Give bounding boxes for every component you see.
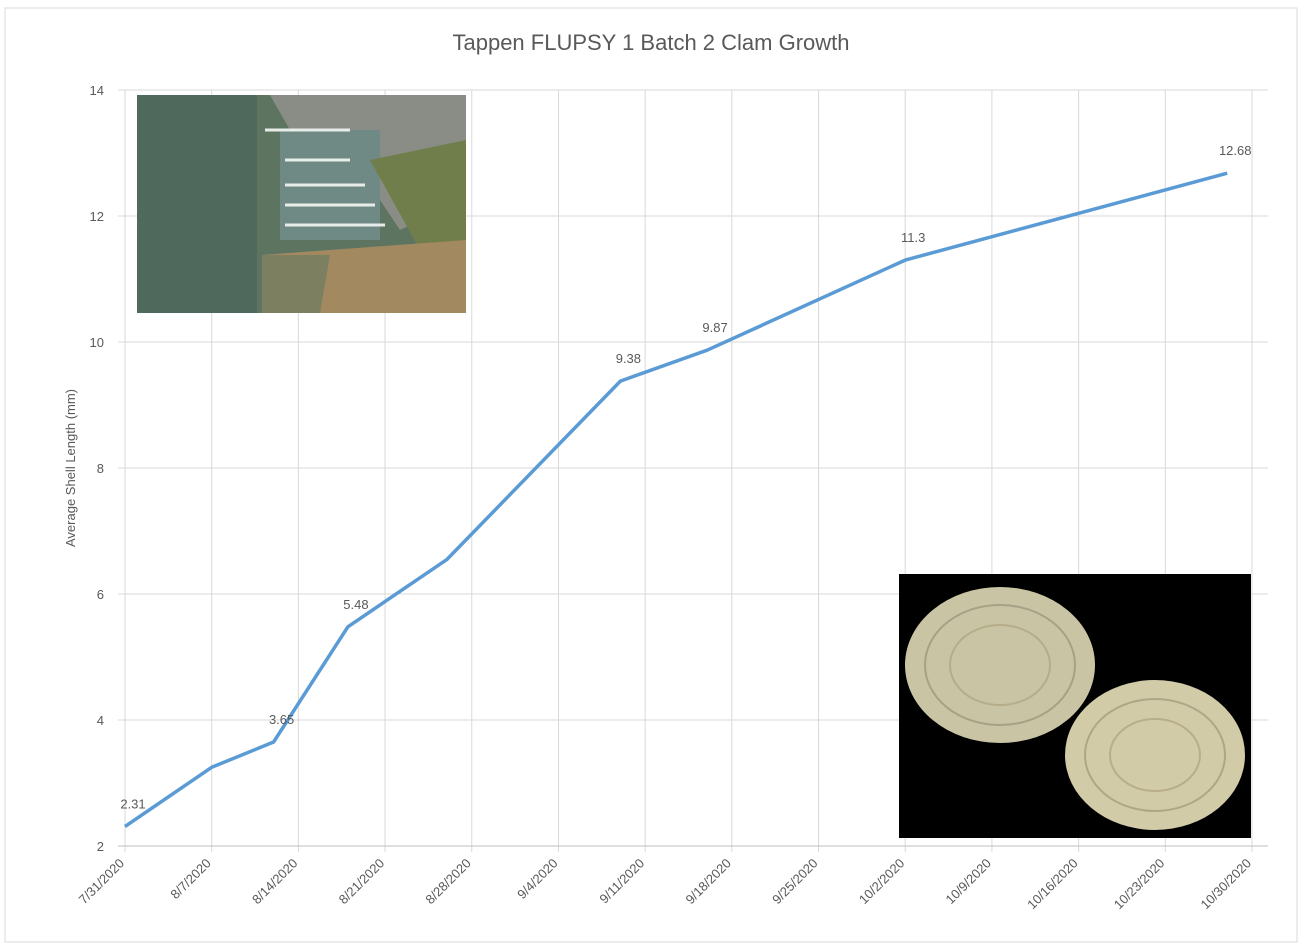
y-tick-label: 2 [97,839,104,854]
y-tick-label: 6 [97,587,104,602]
data-label: 11.3 [901,230,925,245]
data-line [124,171,1228,828]
y-tick-label: 12 [90,209,104,224]
clam-photo [899,574,1251,838]
data-label: 12.68 [1219,143,1252,158]
data-label: 9.38 [616,351,641,366]
data-label: 2.31 [120,796,145,811]
data-label: 3.65 [269,712,294,727]
data-label: 9.87 [702,320,727,335]
y-tick-label: 10 [90,335,104,350]
plot: 2.31 3.65 5.48 9.38 9.87 11.3 12.68 [120,143,1252,828]
chart-title: Tappen FLUPSY 1 Batch 2 Clam Growth [452,30,849,55]
y-tick-label: 14 [90,83,104,98]
y-axis-label: Average Shell Length (mm) [63,389,78,547]
y-tick-label: 4 [97,713,104,728]
data-label: 5.48 [343,597,368,612]
marina-photo [137,95,466,313]
y-tick-label: 8 [97,461,104,476]
